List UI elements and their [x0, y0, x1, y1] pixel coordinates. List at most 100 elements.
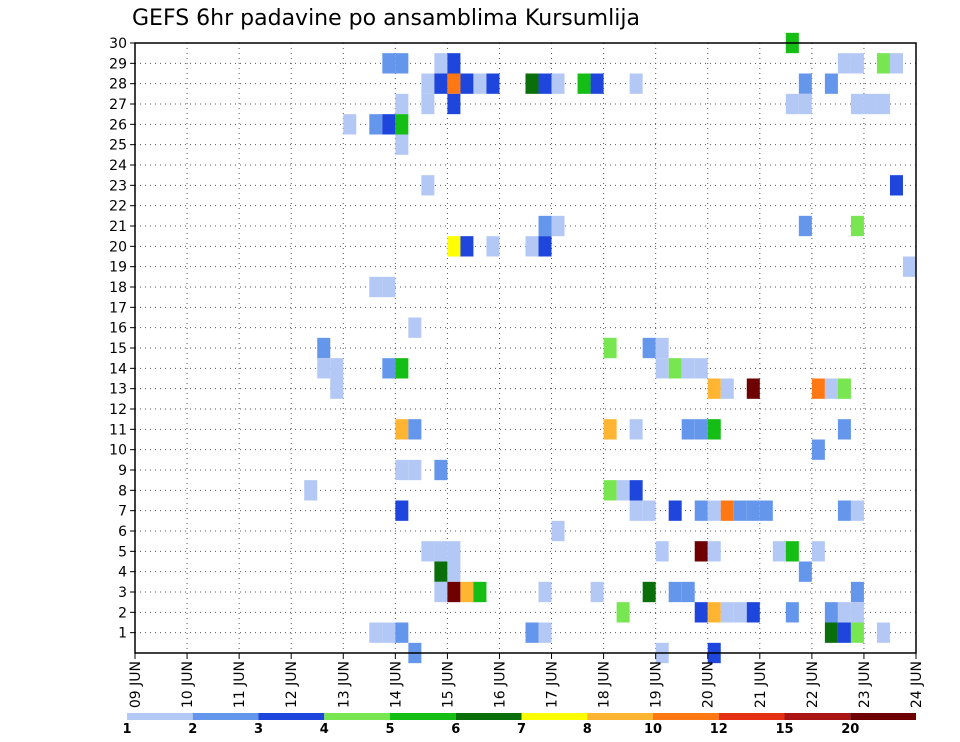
heatmap-cell [603, 419, 617, 440]
y-tick-label: 17 [109, 300, 127, 316]
heatmap-cell [837, 53, 851, 74]
heatmap-cell [889, 53, 903, 74]
heatmap-cell [330, 378, 344, 399]
heatmap-cell [668, 581, 682, 603]
y-tick-label: 24 [109, 158, 127, 174]
heatmap-cell [551, 73, 565, 94]
heatmap-cell [460, 581, 474, 603]
heatmap-cell [421, 541, 435, 562]
heatmap-cell [707, 602, 721, 623]
y-tick-label: 25 [109, 138, 127, 154]
heatmap-cell [343, 114, 357, 135]
x-tick-label: 24 JUN [909, 661, 925, 708]
y-tick-label: 4 [118, 565, 127, 581]
y-tick-label: 14 [109, 361, 127, 377]
heatmap-cell [655, 358, 669, 379]
heatmap-cell [720, 602, 734, 623]
heatmap-cell [408, 317, 422, 338]
colorbar-swatch [127, 713, 193, 720]
heatmap-cell [447, 541, 461, 562]
heatmap-cell [434, 561, 448, 582]
heatmap-cell [798, 561, 812, 582]
colorbar-swatch [521, 713, 588, 720]
heatmap-cell [551, 215, 565, 237]
colorbar-label: 12 [710, 722, 728, 737]
colorbar-swatch [850, 713, 916, 720]
heatmap-cell [746, 602, 760, 623]
x-tick-label: 17 JUN [545, 661, 561, 708]
heatmap-cell [707, 419, 721, 440]
y-tick-label: 21 [109, 219, 127, 235]
heatmap-cell [369, 622, 383, 643]
y-tick-label: 26 [109, 117, 127, 133]
x-tick-label: 09 JUN [128, 661, 144, 708]
heatmap-cell [876, 53, 890, 74]
heatmap-cell [395, 114, 409, 135]
heatmap-cell [317, 337, 331, 359]
y-tick-label: 30 [109, 36, 127, 52]
heatmap-cell [902, 256, 916, 277]
heatmap-cell [538, 236, 552, 257]
heatmap-cell [538, 581, 552, 603]
heatmap-cell [785, 602, 799, 623]
heatmap-cell [447, 93, 461, 115]
heatmap-cell [460, 236, 474, 257]
heatmap-cell [590, 581, 604, 603]
heatmap-cell [694, 358, 708, 379]
heatmap-cell [850, 215, 864, 237]
colorbar-label: 7 [517, 722, 526, 737]
colorbar-label: 6 [451, 722, 460, 737]
heatmap-cell [850, 500, 864, 521]
colorbar-label: 10 [644, 722, 662, 737]
colorbar-label: 15 [775, 722, 793, 737]
heatmap-cell [850, 622, 864, 643]
y-tick-label: 27 [109, 97, 127, 113]
heatmap-cell [616, 480, 630, 501]
y-tick-label: 2 [118, 605, 127, 621]
heatmap-cell [382, 53, 396, 74]
heatmap-cell [837, 419, 851, 440]
heatmap-cell [369, 276, 383, 298]
colorbar: 1 2 3 4 5 6 7 8 10 12 15 20 [122, 713, 916, 737]
heatmap-cell [382, 358, 396, 379]
heatmap-cell [798, 215, 812, 237]
heatmap-cell [642, 500, 656, 521]
heatmap-cell [447, 73, 461, 94]
heatmap-cell [850, 581, 864, 603]
heatmap-cell [447, 236, 461, 257]
heatmap-cell [837, 500, 851, 521]
heatmap-cell [447, 53, 461, 74]
heatmap-cell [434, 459, 448, 481]
heatmap-cell [642, 337, 656, 359]
heatmap-cell [382, 276, 396, 298]
colorbar-swatch [784, 713, 851, 720]
x-tick-label: 20 JUN [701, 661, 717, 708]
x-tick-label: 22 JUN [805, 661, 821, 708]
heatmap-cell [603, 337, 617, 359]
heatmap-cell [876, 622, 890, 643]
colorbar-swatch [718, 713, 785, 720]
y-tick-label: 22 [109, 199, 127, 215]
heatmap-cell [395, 622, 409, 643]
heatmap-cell [811, 439, 825, 460]
x-axis-ticks: 09 JUN 10 JUN 11 JUN 12 JUN 13 JUN 14 JUN 15 J… [128, 653, 925, 708]
heatmap-cell [863, 93, 877, 115]
heatmap-cell [421, 93, 435, 115]
heatmap-cells [304, 32, 916, 664]
colorbar-label: 2 [188, 722, 197, 737]
heatmap-cell [837, 602, 851, 623]
heatmap-cell [824, 602, 838, 623]
colorbar-label: 20 [841, 722, 859, 737]
colorbar-swatch [653, 713, 719, 720]
heatmap-cell [369, 114, 383, 135]
heatmap-cell [629, 480, 643, 501]
x-tick-label: 11 JUN [232, 661, 248, 708]
heatmap-cell [824, 73, 838, 94]
heatmap-cell [876, 93, 890, 115]
x-tick-label: 16 JUN [492, 661, 508, 708]
y-tick-label: 29 [109, 56, 127, 72]
heatmap-cell [551, 520, 565, 542]
heatmap-cell [798, 73, 812, 94]
heatmap-cell [616, 602, 630, 623]
